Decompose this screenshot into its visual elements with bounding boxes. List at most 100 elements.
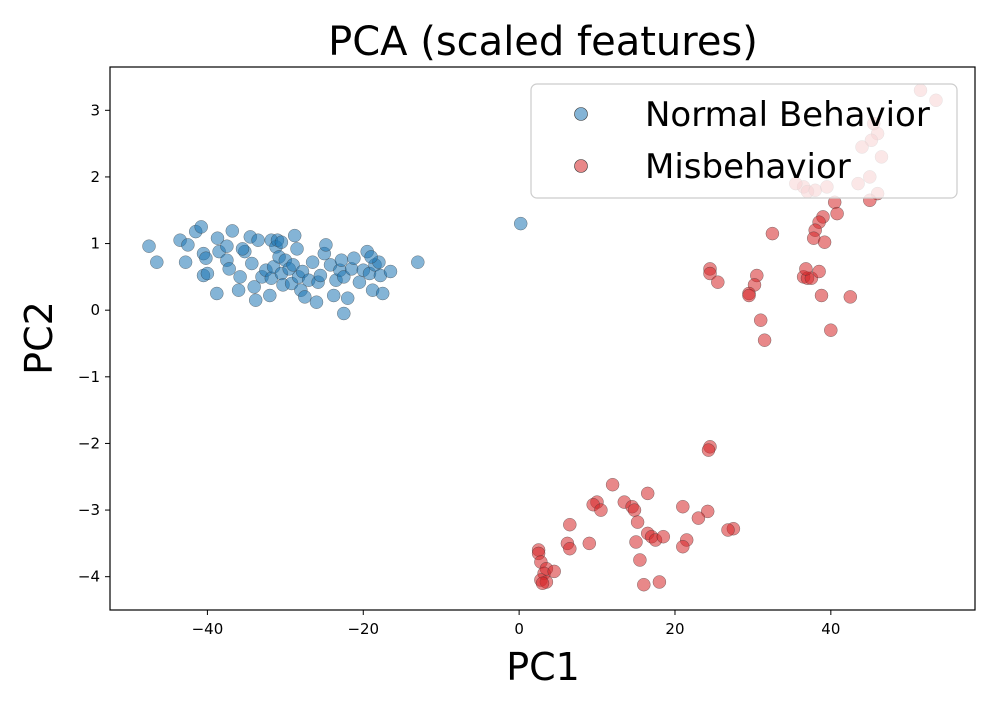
scatter-point [594, 503, 608, 517]
scatter-point [629, 535, 643, 549]
y-tick-label: 2 [90, 168, 100, 186]
scatter-point [222, 262, 236, 276]
scatter-point [676, 499, 690, 514]
y-axis-title: PC2 [17, 301, 61, 375]
scatter-point [150, 255, 164, 269]
legend-marker-misbehavior [574, 159, 588, 173]
x-tick-label: −20 [347, 620, 379, 638]
scatter-point [711, 275, 725, 289]
y-tick-label: 3 [90, 101, 100, 119]
scatter-point [721, 523, 735, 537]
scatter-point [286, 258, 300, 272]
scatter-point [142, 239, 156, 253]
scatter-point [290, 242, 304, 256]
legend-label-normal-behavior: Normal Behavior [645, 95, 930, 135]
scatter-point [210, 231, 225, 245]
scatter-point [326, 288, 341, 303]
x-axis-title: PC1 [506, 645, 580, 689]
scatter-point [313, 268, 328, 283]
scatter-point [347, 251, 361, 265]
y-tick-label: −1 [78, 368, 100, 386]
scatter-point [309, 295, 324, 309]
y-axis: −4 −3 −2 −1 0 1 2 3 [78, 101, 110, 586]
scatter-point [298, 290, 312, 304]
scatter-point [274, 235, 289, 249]
x-tick-label: 40 [821, 620, 840, 638]
scatter-point [753, 313, 768, 327]
scatter-point [742, 288, 756, 303]
scatter-point [605, 477, 620, 492]
scatter-point [757, 333, 772, 347]
legend-label-misbehavior: Misbehavior [645, 147, 851, 187]
scatter-point [814, 288, 829, 303]
scatter-point [220, 239, 234, 253]
series-normal-behavior [142, 216, 528, 321]
scatter-point [235, 242, 250, 256]
scatter-point [305, 255, 320, 269]
scatter-point [194, 220, 208, 234]
legend-marker-normal-behavior [574, 107, 588, 121]
y-tick-label: −2 [78, 434, 100, 452]
scatter-point [799, 262, 813, 276]
scatter-point [181, 238, 195, 252]
scatter-point [701, 443, 716, 457]
chart-title: PCA (scaled features) [328, 19, 758, 65]
scatter-point [563, 517, 577, 532]
scatter-point [547, 564, 561, 579]
x-tick-label: 0 [514, 620, 524, 638]
scatter-point [231, 283, 246, 297]
scatter-point [263, 288, 277, 303]
scatter-point [334, 253, 349, 267]
legend-box [530, 83, 958, 199]
scatter-point [765, 226, 780, 241]
scatter-point [656, 529, 671, 544]
scatter-point [178, 255, 193, 269]
scatter-point [535, 576, 550, 591]
y-tick-label: 0 [90, 301, 100, 319]
y-tick-label: −4 [78, 568, 100, 586]
scatter-point [383, 264, 398, 279]
scatter-point [676, 539, 690, 554]
scatter-point [340, 291, 355, 305]
scatter-point [652, 575, 667, 589]
scatter-point [225, 224, 240, 238]
scatter-point [843, 290, 858, 304]
scatter-point [199, 251, 213, 265]
x-tick-label: 20 [665, 620, 684, 638]
scatter-point [352, 275, 367, 289]
scatter-point [200, 266, 215, 281]
legend: Normal Behavior Misbehavior [530, 83, 958, 199]
scatter-point [513, 216, 528, 231]
scatter-point [287, 228, 302, 243]
scatter-point [364, 250, 378, 264]
plot-area-frame [109, 66, 976, 611]
scatter-point [637, 577, 651, 592]
scatter-point [812, 264, 826, 279]
scatter-point [630, 515, 645, 529]
x-tick-label: −40 [192, 620, 224, 638]
scatter-point [248, 293, 263, 307]
scatter-point [703, 266, 717, 281]
scatter-point [319, 238, 333, 252]
scatter-point [817, 235, 832, 249]
scatter-point [375, 286, 390, 301]
scatter-point [824, 323, 838, 337]
scatter-point [700, 504, 715, 519]
scatter-point [337, 306, 351, 321]
y-tick-label: −3 [78, 501, 100, 519]
x-axis: −40 −20 0 20 40 [192, 610, 840, 638]
scatter-point [210, 286, 224, 301]
scatter-point [640, 486, 655, 501]
scatter-point [691, 511, 706, 525]
scatter-point [245, 256, 259, 271]
scatter-point [627, 503, 642, 517]
y-tick-label: 1 [90, 235, 100, 253]
scatter-point [247, 280, 261, 294]
scatter-point [563, 541, 577, 556]
scatter-point [633, 553, 647, 567]
scatter-point [830, 206, 844, 221]
scatter-point [411, 255, 425, 269]
scatter-point [233, 270, 247, 284]
scatter-point [582, 536, 597, 551]
